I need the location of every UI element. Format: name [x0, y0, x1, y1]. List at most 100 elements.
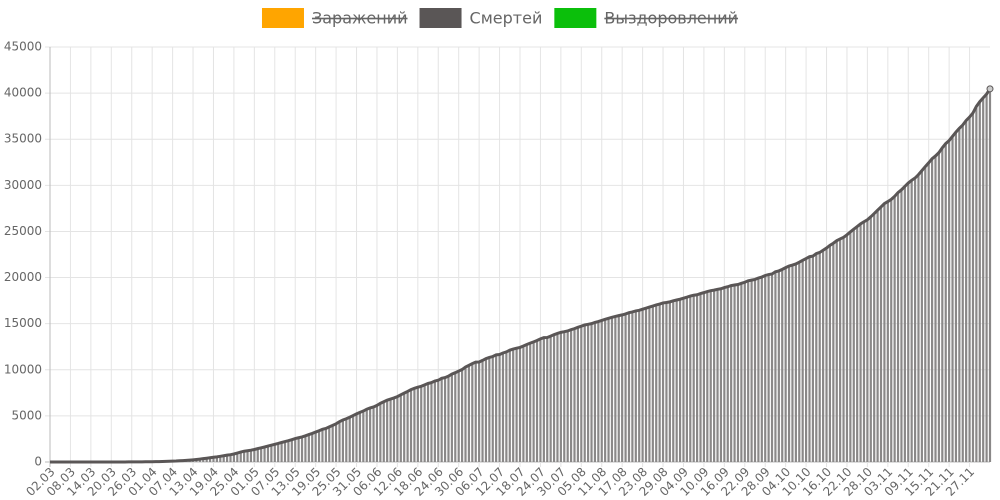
bar: [811, 256, 814, 462]
bar: [818, 252, 821, 462]
legend-label[interactable]: Выздоровлений: [604, 9, 738, 28]
bar: [420, 386, 423, 462]
y-tick-label: 5000: [11, 408, 42, 422]
bar: [965, 120, 968, 463]
bar: [740, 283, 743, 462]
bar: [876, 210, 879, 462]
bar: [283, 441, 287, 462]
bar: [644, 308, 648, 462]
bar: [457, 371, 460, 462]
bar: [702, 292, 706, 462]
bar: [859, 223, 862, 462]
bar: [249, 450, 253, 462]
bar: [433, 381, 436, 462]
bar: [280, 442, 283, 462]
bar: [202, 458, 205, 462]
bar: [396, 396, 399, 462]
bar: [495, 354, 498, 462]
legend: Заражений Смертей Выздоровлений: [261, 8, 738, 28]
bar: [348, 417, 351, 462]
bar: [219, 456, 222, 462]
bar: [801, 260, 804, 462]
bar: [403, 393, 406, 462]
bar: [835, 240, 838, 462]
bar: [440, 378, 443, 462]
bar: [764, 275, 767, 462]
bar: [804, 258, 808, 462]
bar: [627, 312, 631, 462]
bar: [355, 413, 358, 462]
bar: [559, 332, 562, 462]
bar: [736, 284, 740, 462]
bar: [743, 282, 746, 462]
bar: [416, 387, 419, 462]
bar: [467, 365, 471, 462]
bar: [229, 454, 232, 462]
bar: [583, 325, 586, 462]
bar: [491, 356, 494, 462]
bar: [982, 97, 985, 462]
bar: [576, 327, 579, 462]
bar: [290, 439, 293, 462]
bar: [978, 101, 981, 462]
bar: [324, 428, 327, 462]
bar: [362, 411, 365, 462]
bar: [733, 284, 736, 462]
bar: [597, 321, 600, 462]
bar: [314, 432, 317, 462]
bar: [781, 269, 784, 462]
bar: [461, 369, 464, 462]
bar: [236, 453, 239, 462]
bar: [968, 117, 971, 462]
bar: [941, 147, 944, 463]
bar: [515, 348, 518, 462]
bar: [454, 372, 457, 462]
bar: [832, 243, 835, 462]
bar: [948, 140, 951, 462]
bar: [508, 350, 511, 462]
bar: [365, 409, 368, 462]
bar: [331, 425, 334, 462]
bar: [893, 196, 896, 463]
bar: [713, 290, 716, 462]
bar: [375, 405, 379, 462]
bar: [232, 454, 236, 462]
bar: [542, 337, 545, 462]
bar: [730, 285, 733, 462]
bar: [971, 112, 975, 462]
bar: [692, 295, 695, 462]
bar: [900, 189, 903, 462]
bar: [338, 421, 341, 462]
legend-label[interactable]: Смертей: [470, 9, 543, 28]
bar: [648, 307, 651, 462]
bar: [266, 446, 270, 462]
bar: [372, 406, 375, 462]
bar: [379, 403, 382, 462]
bar: [828, 245, 832, 462]
bar: [556, 333, 559, 462]
y-tick-label: 30000: [4, 178, 42, 192]
legend-label[interactable]: Заражений: [312, 9, 408, 28]
bar: [675, 300, 678, 462]
bar: [334, 423, 338, 462]
bar: [682, 298, 685, 462]
bar: [760, 277, 763, 462]
bar: [917, 174, 920, 462]
bar: [525, 344, 528, 462]
y-tick-label: 40000: [4, 86, 42, 100]
legend-swatch[interactable]: [419, 8, 462, 28]
bar: [205, 458, 208, 462]
legend-swatch[interactable]: [554, 8, 597, 28]
bar: [699, 293, 702, 462]
bar: [212, 457, 215, 462]
bar: [297, 437, 300, 462]
legend-swatch[interactable]: [261, 8, 304, 28]
bar: [822, 250, 825, 462]
bar: [430, 382, 433, 462]
bar: [842, 237, 845, 462]
bar: [512, 349, 515, 462]
bar: [951, 136, 954, 462]
bar: [321, 429, 324, 462]
bar: [886, 201, 889, 463]
bar: [661, 302, 665, 462]
